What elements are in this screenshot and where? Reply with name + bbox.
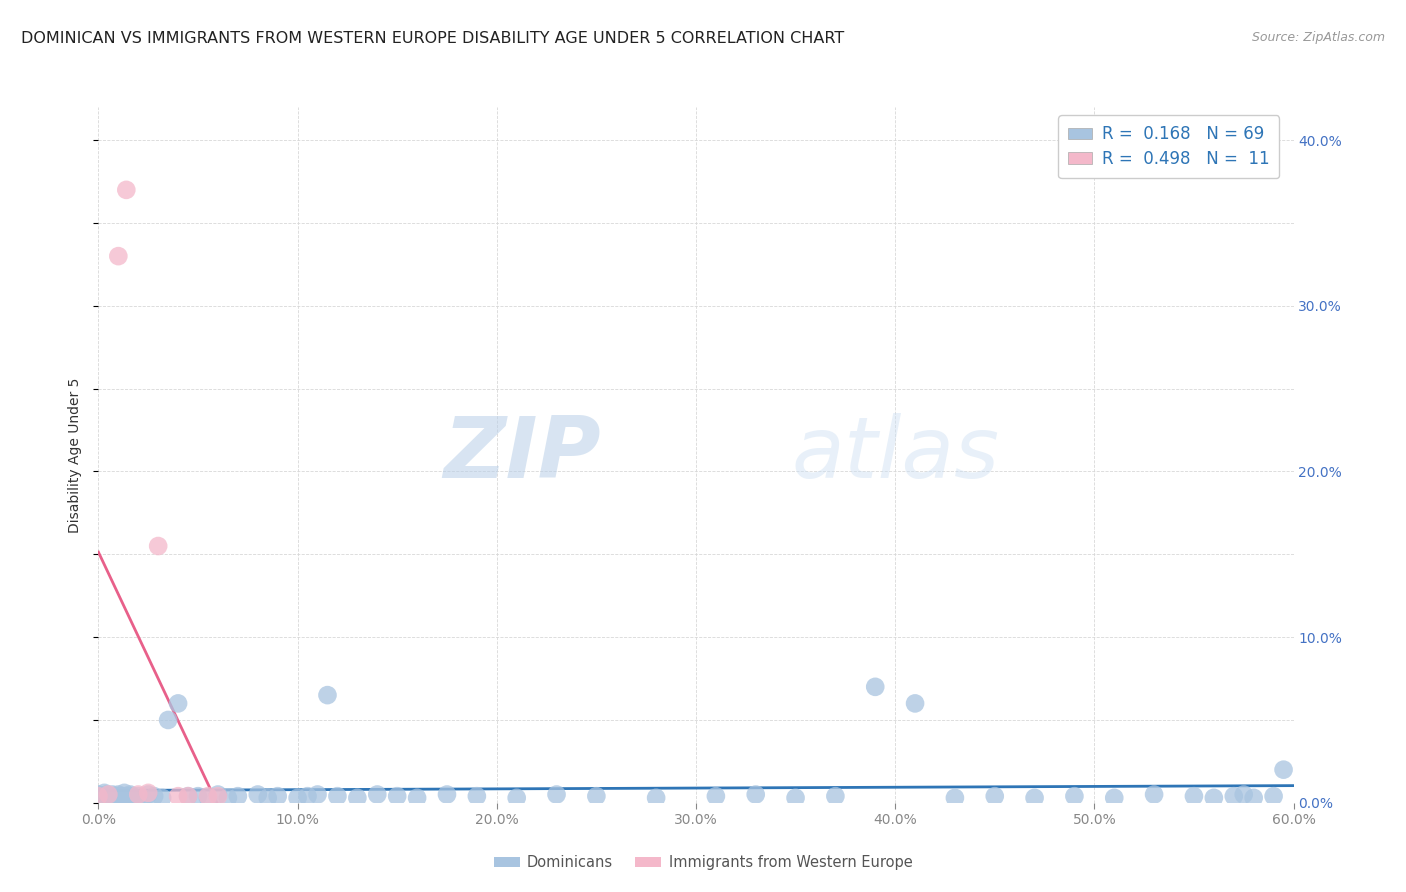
Point <box>167 789 190 804</box>
Point <box>1024 790 1046 805</box>
Point <box>704 789 727 804</box>
Point <box>1104 790 1126 805</box>
Point <box>1263 789 1285 804</box>
Point <box>101 788 124 802</box>
Point <box>406 790 429 805</box>
Point <box>256 790 278 805</box>
Text: atlas: atlas <box>792 413 1000 497</box>
Point <box>745 788 768 802</box>
Point <box>307 788 329 802</box>
Point <box>136 786 159 800</box>
Point <box>197 790 219 805</box>
Point <box>984 789 1007 804</box>
Point <box>150 790 173 805</box>
Point <box>136 788 159 802</box>
Point <box>107 788 129 802</box>
Point <box>177 789 200 804</box>
Point <box>267 789 290 804</box>
Point <box>93 786 115 800</box>
Point <box>124 790 146 805</box>
Text: DOMINICAN VS IMMIGRANTS FROM WESTERN EUROPE DISABILITY AGE UNDER 5 CORRELATION C: DOMINICAN VS IMMIGRANTS FROM WESTERN EUR… <box>21 31 845 46</box>
Point <box>167 697 190 711</box>
Point <box>943 790 966 805</box>
Point <box>1272 763 1295 777</box>
Point <box>1063 789 1085 804</box>
Point <box>207 789 229 804</box>
Point <box>177 789 200 804</box>
Point <box>904 697 927 711</box>
Point <box>127 789 149 804</box>
Text: Source: ZipAtlas.com: Source: ZipAtlas.com <box>1251 31 1385 45</box>
Point <box>148 539 170 553</box>
Point <box>226 789 249 804</box>
Point <box>117 790 139 805</box>
Point <box>385 789 409 804</box>
Point <box>645 790 668 805</box>
Point <box>346 790 368 805</box>
Point <box>546 788 568 802</box>
Point <box>506 790 529 805</box>
Legend: Dominicans, Immigrants from Western Europe: Dominicans, Immigrants from Western Euro… <box>488 849 918 876</box>
Point <box>96 788 118 802</box>
Point <box>91 790 114 805</box>
Point <box>112 786 135 800</box>
Point <box>187 789 209 804</box>
Point <box>115 789 138 804</box>
Point <box>217 790 239 805</box>
Text: ZIP: ZIP <box>443 413 600 497</box>
Point <box>115 183 138 197</box>
Y-axis label: Disability Age Under 5: Disability Age Under 5 <box>69 377 83 533</box>
Point <box>824 789 846 804</box>
Point <box>103 789 125 804</box>
Point <box>436 788 458 802</box>
Point <box>785 790 807 805</box>
Point <box>121 789 143 804</box>
Point <box>87 788 110 802</box>
Point <box>111 790 134 805</box>
Point <box>97 788 120 802</box>
Point <box>143 789 166 804</box>
Point <box>89 789 111 804</box>
Point <box>197 789 219 804</box>
Point <box>326 789 349 804</box>
Point <box>465 789 488 804</box>
Point <box>120 788 142 802</box>
Point <box>107 249 129 263</box>
Point <box>1223 789 1246 804</box>
Point <box>865 680 887 694</box>
Point <box>297 789 319 804</box>
Point <box>1243 790 1265 805</box>
Point <box>287 790 309 805</box>
Point <box>1202 790 1225 805</box>
Point <box>98 790 122 805</box>
Point <box>585 789 607 804</box>
Point <box>110 789 132 804</box>
Point <box>1233 788 1256 802</box>
Point <box>97 789 120 804</box>
Point <box>246 788 269 802</box>
Point <box>157 713 180 727</box>
Point <box>1182 789 1205 804</box>
Point <box>316 688 339 702</box>
Legend: R =  0.168   N = 69, R =  0.498   N =  11: R = 0.168 N = 69, R = 0.498 N = 11 <box>1059 115 1279 178</box>
Point <box>87 789 110 804</box>
Point <box>105 790 128 805</box>
Point <box>207 788 229 802</box>
Point <box>366 788 388 802</box>
Point <box>131 790 153 805</box>
Point <box>1143 788 1166 802</box>
Point <box>127 788 149 802</box>
